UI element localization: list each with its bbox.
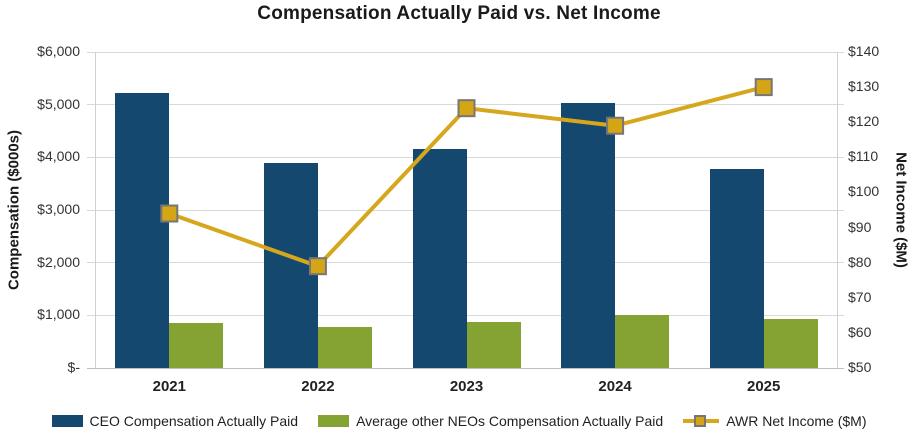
right-axis-tick-label: $110 — [848, 148, 879, 165]
left-axis-tick-label: $3,000 — [37, 201, 80, 217]
legend-bar-swatch — [51, 415, 83, 427]
legend-label: AWR Net Income ($M) — [726, 413, 867, 429]
net-income-marker-2023 — [457, 99, 476, 118]
bar-neo-2021 — [169, 323, 224, 368]
x-axis-label-2024: 2024 — [598, 378, 632, 395]
right-axis-tick-label: $130 — [848, 78, 880, 95]
bar-ceo-2023 — [412, 148, 467, 368]
x-axis-label-2023: 2023 — [449, 378, 484, 395]
left-axis-tick-label: $1,000 — [37, 306, 80, 323]
bar-ceo-2025 — [709, 169, 764, 368]
legend-line-swatch — [683, 414, 720, 428]
net-income-marker-2025 — [754, 78, 773, 97]
left-axis-tick-label: $4,000 — [37, 148, 80, 165]
bar-neo-2024 — [615, 315, 670, 368]
legend-square-marker-icon — [694, 415, 707, 427]
legend-bar-swatch — [318, 415, 350, 427]
bar-neo-2023 — [466, 322, 521, 368]
legend-label: Average other NEOs Compensation Actually… — [356, 413, 664, 429]
right-axis-tick-label: $100 — [848, 183, 880, 200]
left-axis-tick-label: $- — [67, 359, 80, 375]
right-axis-tick-label: $120 — [848, 113, 880, 130]
right-axis-tick-label: $140 — [848, 43, 880, 59]
net-income-marker-2024 — [606, 116, 625, 135]
legend-item: Average other NEOs Compensation Actually… — [318, 413, 663, 429]
left-axis-tick-label: $5,000 — [37, 95, 80, 112]
right-axis-tick-label: $70 — [848, 288, 872, 305]
gridline — [87, 51, 844, 53]
net-income-line-layer — [160, 78, 773, 276]
x-axis-line — [87, 367, 844, 369]
right-axis-tick-label: $60 — [848, 323, 872, 340]
bar-neo-2025 — [763, 319, 818, 368]
right-axis-tick-label: $50 — [848, 359, 872, 375]
axis-frame-left — [95, 52, 96, 368]
right-axis-tick-label: $80 — [848, 253, 872, 270]
legend-label: CEO Compensation Actually Paid — [89, 413, 299, 429]
legend-item: CEO Compensation Actually Paid — [51, 413, 299, 429]
plot-area — [87, 51, 844, 369]
bar-neo-2022 — [317, 326, 372, 368]
axis-frame-right — [837, 52, 838, 368]
left-axis-tick-label: $6,000 — [37, 43, 80, 59]
net-income-marker-2022 — [308, 257, 327, 276]
chart-title: Compensation Actually Paid vs. Net Incom… — [257, 3, 661, 24]
right-axis-title: Net Income ($M) — [892, 152, 910, 268]
legend: CEO Compensation Actually Paid Average ot… — [0, 413, 918, 429]
bar-ceo-2021 — [115, 93, 170, 368]
x-axis-label-2025: 2025 — [747, 378, 781, 395]
x-axis-label-2021: 2021 — [152, 378, 186, 395]
left-axis-tick-label: $2,000 — [37, 253, 80, 270]
right-axis-tick-label: $90 — [848, 218, 872, 235]
net-income-marker-2021 — [160, 204, 179, 223]
bar-ceo-2022 — [263, 163, 318, 368]
bar-ceo-2024 — [561, 102, 616, 368]
x-axis-label-2022: 2022 — [301, 378, 335, 395]
legend-item: AWR Net Income ($M) — [683, 413, 866, 429]
